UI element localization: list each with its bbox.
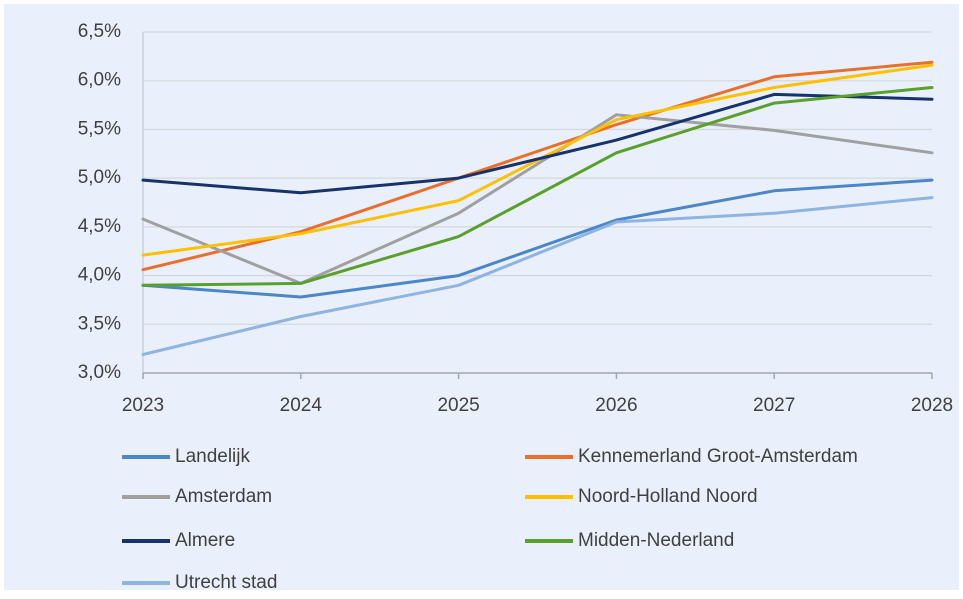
legend-label: Utrecht stad — [175, 572, 277, 593]
x-tick-label: 2026 — [595, 395, 637, 416]
y-tick-label: 6,0% — [78, 70, 121, 91]
y-tick-label: 6,5% — [78, 21, 121, 42]
y-tick-label: 3,0% — [78, 362, 121, 383]
legend-label: Midden-Nederland — [578, 530, 734, 551]
x-tick-label: 2025 — [437, 395, 479, 416]
series-line — [141, 113, 934, 285]
series-line — [141, 196, 934, 356]
legend-label: Kennemerland Groot-Amsterdam — [578, 446, 858, 467]
x-tick-label: 2024 — [280, 395, 323, 416]
y-tick-label: 4,5% — [78, 216, 121, 237]
x-tick-label: 2023 — [122, 395, 164, 416]
x-tick-label: 2027 — [753, 395, 795, 416]
chart-background — [4, 4, 959, 590]
legend-label: Landelijk — [175, 446, 250, 467]
legend-label: Noord-Holland Noord — [578, 486, 758, 507]
y-tick-label: 3,5% — [78, 313, 121, 334]
y-tick-label: 5,5% — [78, 118, 121, 139]
series-line — [141, 92, 934, 195]
y-tick-label: 4,0% — [78, 265, 121, 286]
series-line — [141, 178, 934, 299]
legend-label: Amsterdam — [175, 486, 272, 507]
legend-label: Almere — [175, 530, 235, 551]
y-tick-label: 5,0% — [78, 167, 121, 188]
x-tick-label: 2028 — [911, 395, 953, 416]
series-line — [141, 86, 934, 287]
